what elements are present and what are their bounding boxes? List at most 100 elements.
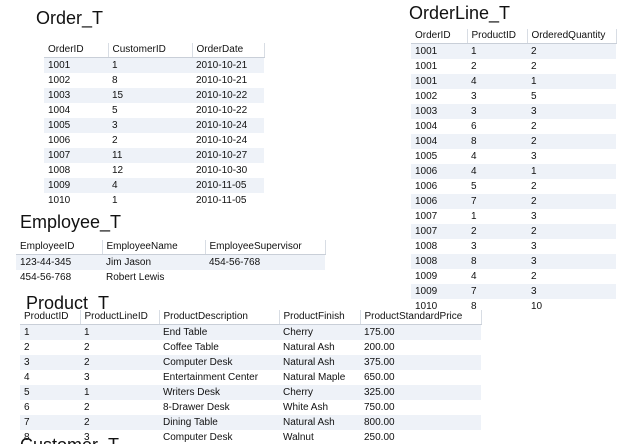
table-cell: 15	[108, 88, 192, 103]
table-cell: 2	[20, 340, 80, 355]
table-cell: Computer Desk	[159, 355, 279, 370]
table-cell: 3	[467, 104, 527, 119]
table-cell: 1	[20, 325, 80, 341]
column-header: EmployeeID	[16, 240, 102, 255]
column-header: CustomerID	[108, 43, 192, 58]
table-cell: 1007	[411, 224, 467, 239]
table-cell: 1001	[411, 74, 467, 89]
table-cell: 6	[467, 119, 527, 134]
table-cell: 2	[80, 340, 159, 355]
table-cell: 1009	[411, 284, 467, 299]
table-cell: 1001	[44, 58, 108, 74]
table-cell: 2	[108, 133, 192, 148]
table-cell: 2	[527, 179, 616, 194]
table-cell: 2010-10-24	[192, 133, 264, 148]
table-cell: 5	[527, 89, 616, 104]
table-cell: 3	[527, 104, 616, 119]
table-cell: 4	[467, 269, 527, 284]
table-cell: 454-56-768	[16, 270, 102, 285]
table-cell: 8-Drawer Desk	[159, 400, 279, 415]
table-cell: 1	[108, 58, 192, 74]
table-cell: 7	[20, 415, 80, 430]
table-cell: 7	[467, 194, 527, 209]
table-cell: Walnut	[279, 430, 360, 445]
table-cell: 4	[467, 74, 527, 89]
table-cell: 4	[108, 178, 192, 193]
table-cell: 4	[467, 149, 527, 164]
table-cell: 1003	[44, 88, 108, 103]
table-cell: 5	[108, 103, 192, 118]
table-cell: 1007	[44, 148, 108, 163]
table-cell: Natural Maple	[279, 370, 360, 385]
table-cell: 1002	[44, 73, 108, 88]
table-cell: 1006	[411, 164, 467, 179]
table-cell: 10	[527, 299, 616, 314]
table-cell: 8	[467, 254, 527, 269]
table-cell: 325.00	[360, 385, 481, 400]
table-cell: 1009	[44, 178, 108, 193]
table-cell: 3	[527, 254, 616, 269]
table-cell: 1008	[44, 163, 108, 178]
table-cell: 2010-10-21	[192, 58, 264, 74]
table-cell: 1	[527, 164, 616, 179]
column-header: OrderDate	[192, 43, 264, 58]
table-cell: 4	[467, 164, 527, 179]
table-cell: 2010-10-22	[192, 103, 264, 118]
column-header: ProductStandardPrice	[360, 310, 481, 325]
next-table-title-partial: Customer_T	[20, 436, 119, 444]
column-header: ProductLineID	[80, 310, 159, 325]
table-cell: 7	[467, 284, 527, 299]
table-cell: 123-44-345	[16, 255, 102, 271]
table-cell: Writers Desk	[159, 385, 279, 400]
order-table-title: Order_T	[36, 9, 103, 27]
table-cell: 2010-10-22	[192, 88, 264, 103]
table-cell: 1001	[411, 59, 467, 74]
column-header: EmployeeName	[102, 240, 205, 255]
table-cell: 2	[527, 134, 616, 149]
column-header: ProductID	[467, 29, 527, 44]
table-cell: 1	[80, 325, 159, 341]
table-cell: 12	[108, 163, 192, 178]
table-cell: 800.00	[360, 415, 481, 430]
table-cell: 3	[527, 284, 616, 299]
employee-table-title: Employee_T	[20, 213, 121, 231]
table-cell: 1004	[411, 119, 467, 134]
table-cell: 1001	[411, 44, 467, 60]
column-header: OrderID	[411, 29, 467, 44]
table-cell: Entertainment Center	[159, 370, 279, 385]
table-cell: 2010-10-30	[192, 163, 264, 178]
column-header: ProductID	[20, 310, 80, 325]
table-cell: 3	[20, 355, 80, 370]
table-cell: 375.00	[360, 355, 481, 370]
table-cell: 175.00	[360, 325, 481, 341]
table-cell: 1005	[44, 118, 108, 133]
table-cell: 250.00	[360, 430, 481, 445]
table-cell: Jim Jason	[102, 255, 205, 271]
table-cell: Natural Ash	[279, 340, 360, 355]
table-cell: 2	[527, 224, 616, 239]
